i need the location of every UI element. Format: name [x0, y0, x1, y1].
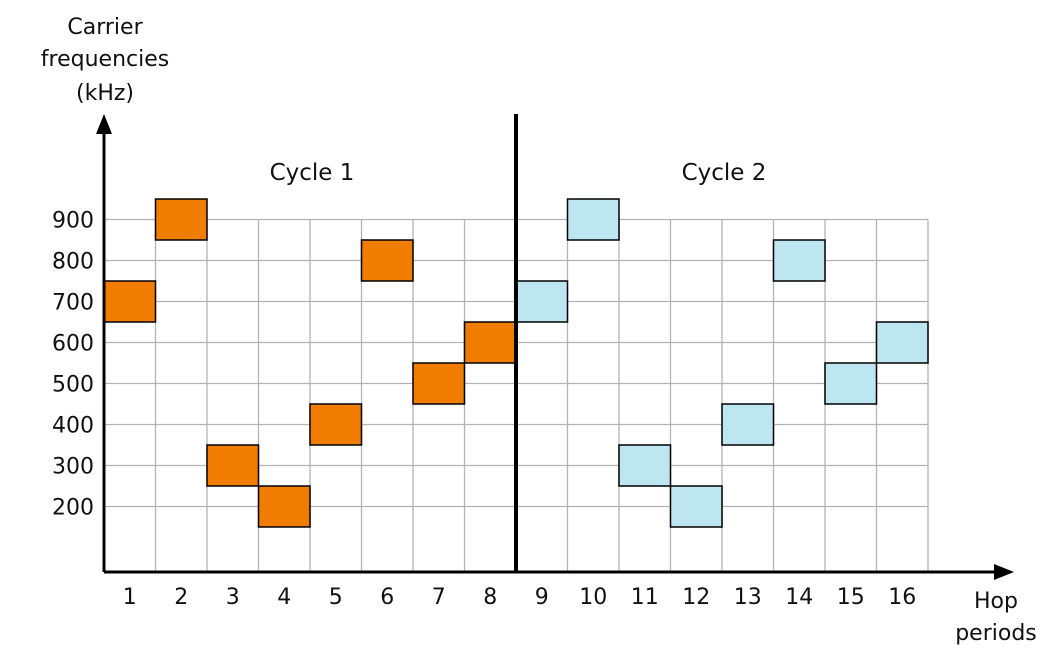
y-axis-label-line-2: frequencies: [41, 47, 169, 72]
x-tick-label: 11: [631, 585, 659, 610]
cycle-2-label: Cycle 2: [682, 160, 767, 186]
hop-mark-cycle-2-period-9: [515, 280, 569, 323]
y-tick-label: 700: [52, 291, 94, 316]
x-tick-label: 9: [535, 585, 549, 610]
x-tick-label: 8: [483, 585, 497, 610]
hop-mark-cycle-1-period-7: [412, 362, 466, 405]
x-tick-label: 3: [226, 585, 240, 610]
hop-mark-cycle-1-period-3: [206, 444, 260, 487]
y-tick-label: 300: [52, 455, 94, 480]
x-axis-label-line-1: Hop: [974, 589, 1018, 614]
x-tick-label: 7: [432, 585, 446, 610]
x-tick-label: 1: [123, 585, 137, 610]
x-tick-label: 15: [837, 585, 865, 610]
hop-mark-cycle-1-period-1: [103, 280, 157, 323]
y-axis-arrow-icon: [96, 114, 112, 134]
hop-mark-cycle-1-period-5: [309, 403, 363, 446]
hop-mark-cycle-2-period-15: [824, 362, 878, 405]
x-tick-label: 12: [682, 585, 710, 610]
x-tick-label: 5: [329, 585, 343, 610]
y-tick-label: 600: [52, 332, 94, 357]
hop-mark-cycle-1-period-8: [463, 321, 517, 364]
y-tick-label: 500: [52, 373, 94, 398]
x-tick-label: 4: [277, 585, 291, 610]
x-axis-arrow-icon: [994, 564, 1014, 580]
hop-mark-cycle-1-period-6: [360, 239, 414, 282]
y-tick-label: 200: [52, 496, 94, 521]
hop-marks: [103, 198, 929, 528]
x-tick-label: 10: [579, 585, 607, 610]
hop-mark-cycle-1-period-2: [154, 198, 208, 241]
x-tick-label: 6: [380, 585, 394, 610]
y-tick-label: 800: [52, 250, 94, 275]
hop-mark-cycle-2-period-11: [618, 444, 672, 487]
hop-mark-cycle-2-period-10: [566, 198, 620, 241]
hop-mark-cycle-2-period-13: [721, 403, 775, 446]
tick-labels: 1 2 3 4 5 6 7 8 9 10 11 12 13 14 15 1620030040050060070…: [52, 209, 916, 611]
hop-mark-cycle-2-period-14: [772, 239, 826, 282]
y-tick-label: 400: [52, 414, 94, 439]
x-axis-label-line-2: periods: [955, 621, 1037, 646]
hop-mark-cycle-2-period-16: [875, 321, 929, 364]
x-tick-label: 14: [785, 585, 813, 610]
x-tick-label: 13: [734, 585, 762, 610]
hop-mark-cycle-1-period-4: [257, 485, 311, 528]
axes: [96, 114, 1014, 580]
y-axis-label-line-3: (kHz): [76, 81, 134, 106]
y-axis-label-line-1: Carrier: [67, 15, 143, 40]
x-tick-label: 16: [888, 585, 916, 610]
y-tick-label: 900: [52, 209, 94, 234]
x-tick-label: 2: [174, 585, 188, 610]
hop-mark-cycle-2-period-12: [669, 485, 723, 528]
cycle-1-label: Cycle 1: [270, 160, 355, 186]
